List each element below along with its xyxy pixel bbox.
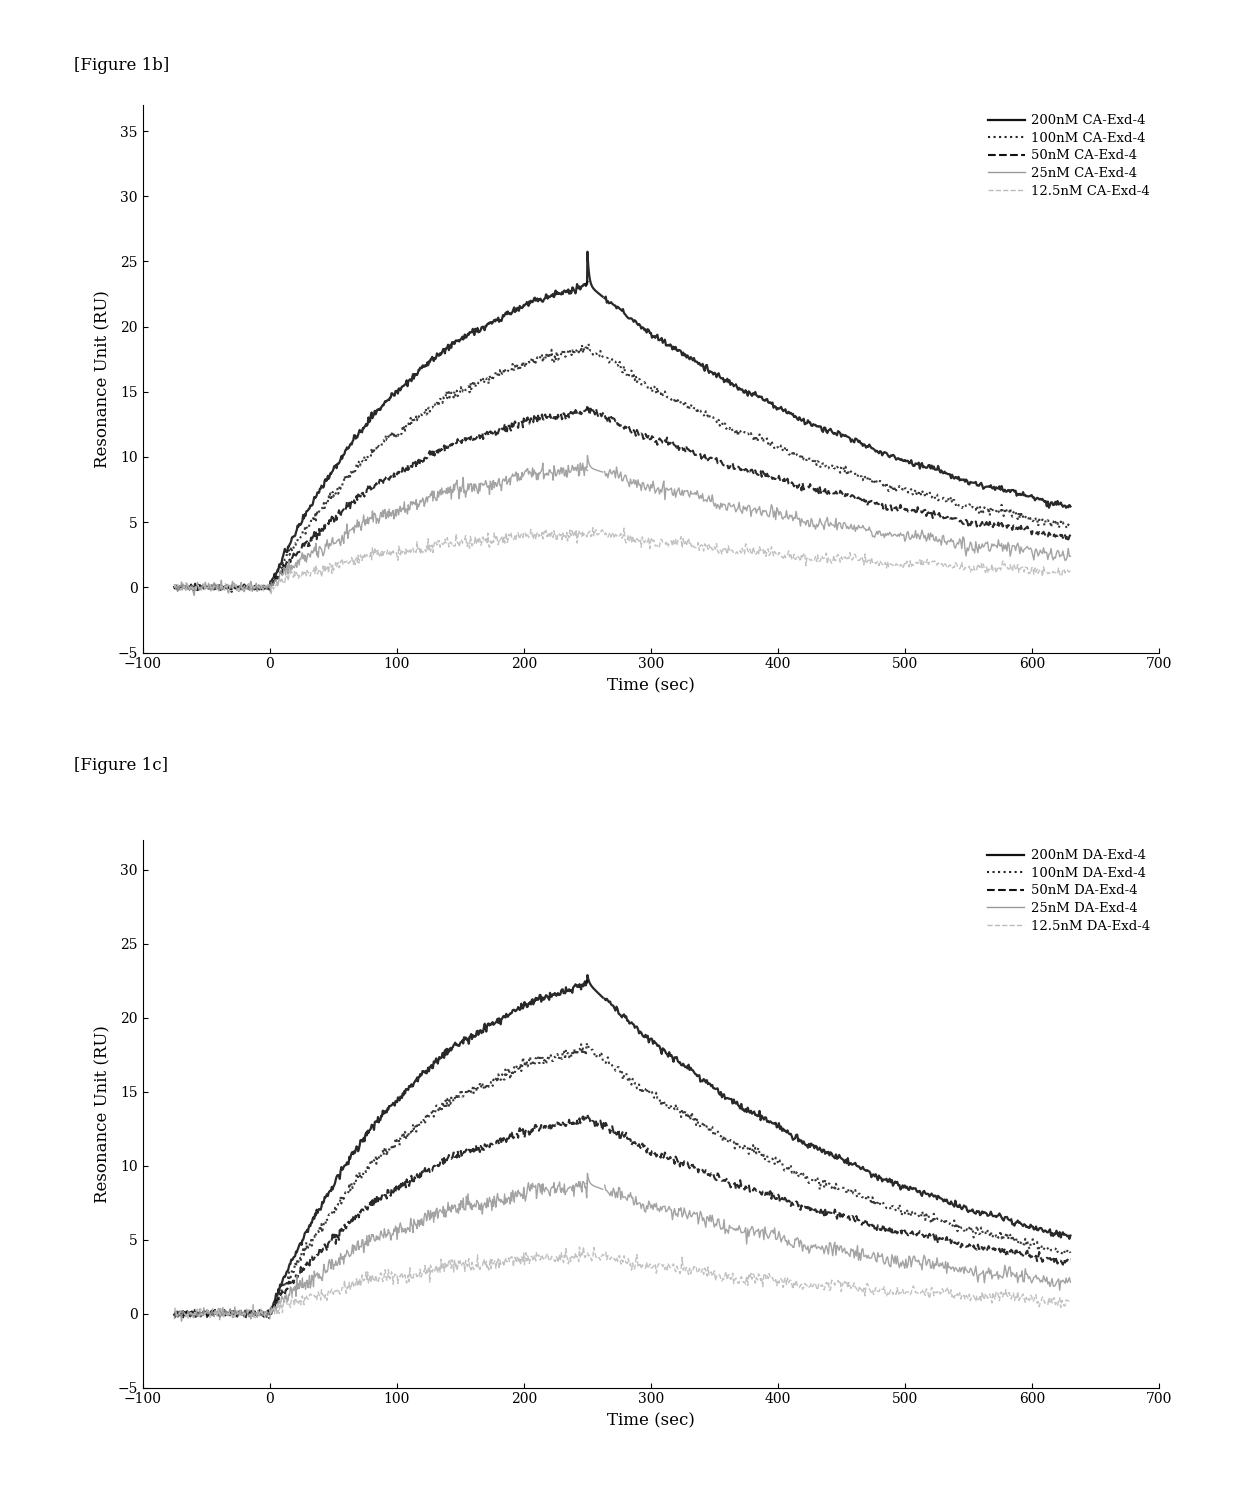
Legend: 200nM DA-Exd-4, 100nM DA-Exd-4, 50nM DA-Exd-4, 25nM DA-Exd-4, 12.5nM DA-Exd-4: 200nM DA-Exd-4, 100nM DA-Exd-4, 50nM DA-… <box>982 844 1156 938</box>
Y-axis label: Resonance Unit (RU): Resonance Unit (RU) <box>94 1024 112 1203</box>
X-axis label: Time (sec): Time (sec) <box>608 1412 694 1430</box>
Y-axis label: Resonance Unit (RU): Resonance Unit (RU) <box>94 290 112 468</box>
Text: [Figure 1c]: [Figure 1c] <box>74 758 169 774</box>
X-axis label: Time (sec): Time (sec) <box>608 676 694 694</box>
Legend: 200nM CA-Exd-4, 100nM CA-Exd-4, 50nM CA-Exd-4, 25nM CA-Exd-4, 12.5nM CA-Exd-4: 200nM CA-Exd-4, 100nM CA-Exd-4, 50nM CA-… <box>982 110 1156 202</box>
Text: [Figure 1b]: [Figure 1b] <box>74 57 170 74</box>
